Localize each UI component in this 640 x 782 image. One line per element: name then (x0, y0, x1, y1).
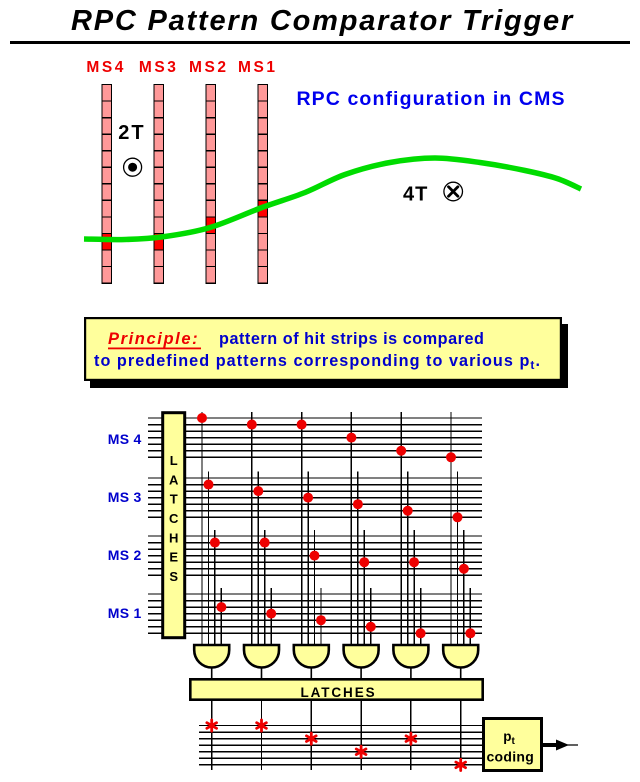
svg-text:MS1: MS1 (238, 59, 278, 76)
svg-text:2T: 2T (118, 122, 145, 144)
svg-text:MS 1: MS 1 (108, 605, 142, 621)
svg-text:L: L (170, 453, 178, 468)
svg-text:to predefined patterns corresp: to predefined patterns corresponding to … (94, 352, 541, 372)
svg-text:MS3: MS3 (139, 59, 179, 76)
svg-text:MS 3: MS 3 (108, 489, 142, 505)
svg-text:Principle:: Principle: (108, 330, 199, 348)
svg-text:MS2: MS2 (189, 59, 229, 76)
svg-text:S: S (169, 569, 178, 584)
svg-text:MS4: MS4 (86, 59, 126, 76)
svg-text:T: T (170, 492, 178, 507)
svg-text:MS 2: MS 2 (108, 547, 142, 563)
svg-text:H: H (169, 530, 178, 545)
svg-text:A: A (169, 472, 179, 487)
svg-text:RPC configuration in CMS: RPC configuration in CMS (297, 88, 566, 110)
svg-text:pattern of hit strips is compa: pattern of hit strips is compared (219, 330, 485, 348)
svg-text:RPC Pattern Comparator Trigger: RPC Pattern Comparator Trigger (71, 5, 574, 37)
svg-text:4T: 4T (403, 184, 428, 206)
svg-text:E: E (169, 550, 178, 565)
svg-text:C: C (169, 511, 179, 526)
svg-text:LATCHES: LATCHES (300, 685, 376, 700)
svg-text:MS 4: MS 4 (108, 431, 142, 447)
svg-text:coding: coding (486, 749, 534, 765)
